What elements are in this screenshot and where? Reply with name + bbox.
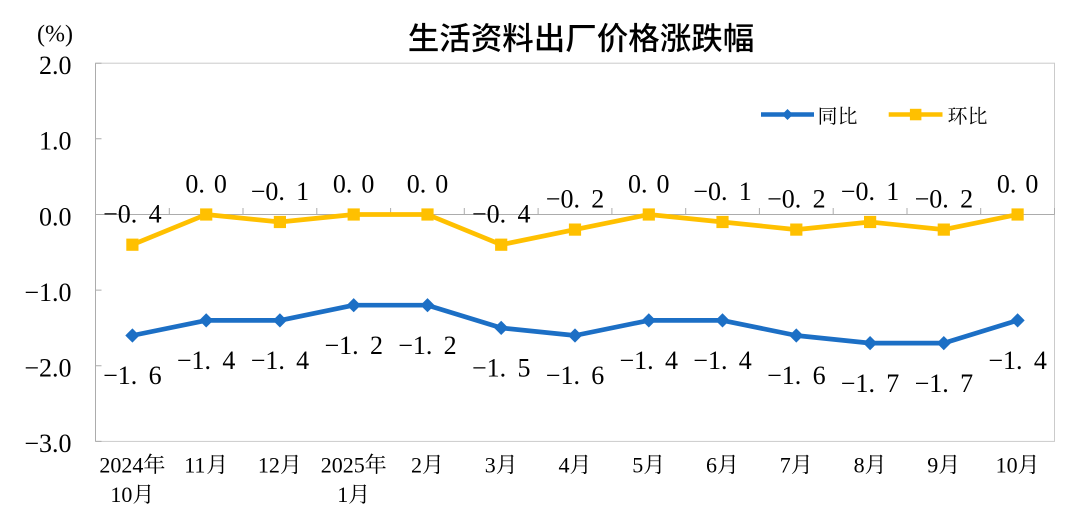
- svg-text:9: 9: [927, 452, 938, 477]
- svg-text:−1.7: −1. 7: [915, 369, 973, 398]
- svg-text:2025: 2025: [321, 452, 365, 477]
- svg-text:−0.4: −0. 4: [103, 200, 161, 229]
- svg-text:−0.2: −0. 2: [915, 185, 973, 214]
- svg-text:−0.1: −0. 1: [841, 177, 899, 206]
- svg-text:4: 4: [559, 452, 570, 477]
- svg-text:−0.2: −0. 2: [546, 185, 604, 214]
- svg-text:−1.4: −1. 4: [693, 346, 751, 375]
- svg-text:−1.6: −1. 6: [103, 361, 161, 390]
- svg-text:−1.5: −1. 5: [472, 354, 530, 383]
- svg-text:−1.0: −1.0: [24, 278, 71, 307]
- svg-text:−1.4: −1. 4: [620, 346, 678, 375]
- svg-text:7: 7: [780, 452, 791, 477]
- svg-text:1: 1: [337, 482, 348, 507]
- svg-text:−3.0: −3.0: [24, 429, 71, 458]
- svg-text:12: 12: [258, 452, 280, 477]
- svg-text:3: 3: [485, 452, 496, 477]
- svg-text:−1.2: −1. 2: [325, 331, 383, 360]
- svg-text:−1.7: −1. 7: [841, 369, 899, 398]
- svg-text:6: 6: [706, 452, 717, 477]
- svg-text:10: 10: [996, 452, 1018, 477]
- svg-text:−1.4: −1. 4: [177, 346, 235, 375]
- svg-text:(%): (%): [37, 22, 73, 48]
- svg-text:10: 10: [110, 482, 132, 507]
- svg-text:−1.4: −1. 4: [988, 346, 1046, 375]
- svg-text:2.0: 2.0: [39, 51, 72, 80]
- svg-text:−2.0: −2.0: [24, 354, 71, 383]
- svg-text:−1.4: −1. 4: [251, 346, 309, 375]
- svg-text:11: 11: [184, 452, 205, 477]
- svg-text:2: 2: [411, 452, 422, 477]
- svg-text:−0.1: −0. 1: [693, 177, 751, 206]
- svg-text:−0.2: −0. 2: [767, 185, 825, 214]
- svg-text:0.0: 0.0: [39, 202, 72, 231]
- svg-text:1.0: 1.0: [39, 127, 72, 156]
- svg-text:2024: 2024: [99, 452, 143, 477]
- svg-text:−0.1: −0. 1: [251, 177, 309, 206]
- svg-text:−1.2: −1. 2: [398, 331, 456, 360]
- svg-text:−1.6: −1. 6: [767, 361, 825, 390]
- svg-text:8: 8: [854, 452, 865, 477]
- svg-text:5: 5: [632, 452, 643, 477]
- svg-text:−0.4: −0. 4: [472, 200, 530, 229]
- svg-text:−1.6: −1. 6: [546, 361, 604, 390]
